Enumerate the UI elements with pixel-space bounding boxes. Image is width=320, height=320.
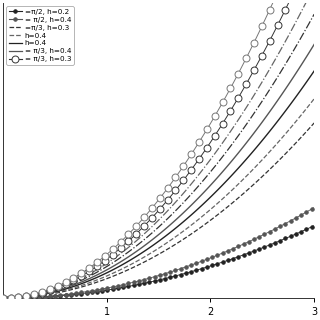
Legend: =π/2, h=0.2, = π/2, h=0.4, =π/3, h=0.3, h=0.4, h=0.4, = π/3, h=0.4, = π/3, h=0.3: =π/2, h=0.2, = π/2, h=0.4, =π/3, h=0.3, … [6, 6, 74, 65]
